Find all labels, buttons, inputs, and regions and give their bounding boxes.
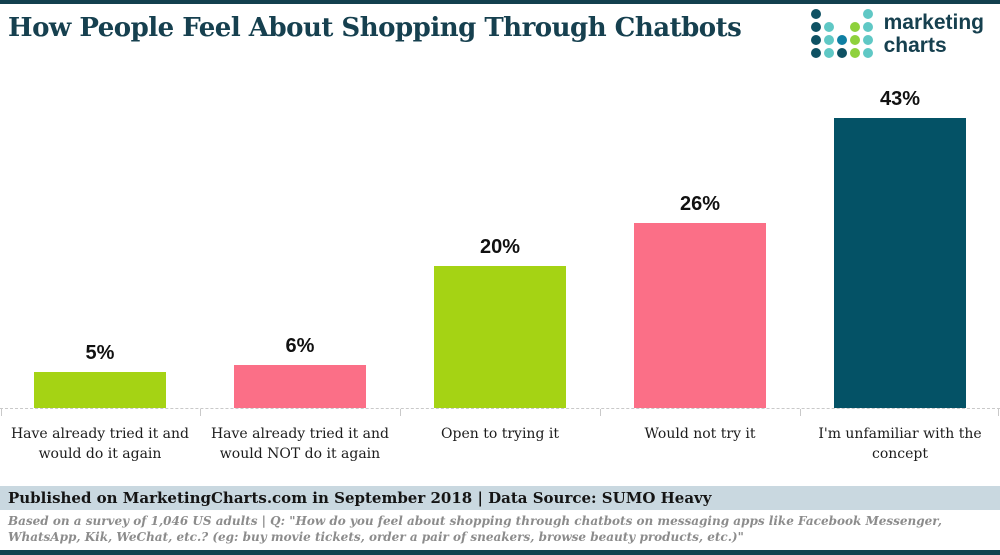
logo-dot — [849, 48, 860, 58]
bar-column: 6% — [200, 88, 400, 408]
logo-dot — [862, 48, 873, 58]
logo-text-line2: charts — [883, 33, 947, 57]
logo-dot — [823, 22, 834, 32]
logo-dot — [836, 35, 847, 45]
category-label-cell: Have already tried it and would do it ag… — [0, 424, 200, 465]
axis-tick — [800, 409, 801, 416]
value-label: 26% — [679, 193, 721, 215]
logo-text: marketing charts — [884, 11, 984, 57]
bar-column: 20% — [400, 88, 600, 408]
logo-dot — [849, 35, 860, 45]
x-axis-baseline — [0, 408, 1000, 416]
category-label: Would not try it — [644, 426, 756, 442]
axis-tick — [400, 409, 401, 416]
logo-dot — [810, 48, 821, 58]
published-banner: Published on MarketingCharts.com in Sept… — [0, 486, 1000, 510]
logo-dot — [810, 9, 821, 19]
bar — [434, 266, 566, 408]
category-label: Have already tried it and would NOT do i… — [210, 426, 390, 463]
logo-dot — [810, 22, 821, 32]
bar-column: 5% — [0, 88, 200, 408]
bar — [234, 365, 366, 408]
category-label-cell: Would not try it — [600, 424, 800, 444]
source-note: Based on a survey of 1,046 US adults | Q… — [8, 514, 942, 544]
logo-dot — [823, 48, 834, 58]
category-label: Have already tried it and would do it ag… — [10, 426, 190, 463]
category-label-cell: Open to trying it — [400, 424, 600, 444]
value-label: 20% — [479, 236, 521, 258]
axis-tick — [600, 409, 601, 416]
logo-dot — [823, 35, 834, 45]
category-labels: Have already tried it and would do it ag… — [0, 424, 1000, 465]
logo-text-line1: marketing — [883, 10, 984, 34]
bar-column: 26% — [600, 88, 800, 408]
bottom-border — [0, 550, 1000, 555]
logo-dots-icon — [810, 9, 873, 58]
logo-dot — [810, 35, 821, 45]
logo-dot — [862, 35, 873, 45]
logo-dot — [862, 9, 873, 19]
value-label: 6% — [285, 335, 315, 357]
category-label: I'm unfamiliar with the concept — [818, 426, 982, 463]
category-label: Open to trying it — [441, 426, 559, 442]
category-label-cell: Have already tried it and would NOT do i… — [200, 424, 400, 465]
axis-tick — [1, 409, 2, 416]
bar — [834, 118, 966, 408]
category-label-cell: I'm unfamiliar with the concept — [800, 424, 1000, 465]
axis-tick — [200, 409, 201, 416]
logo-dot — [836, 48, 847, 58]
logo-dot — [849, 22, 860, 32]
logo-dot — [862, 22, 873, 32]
bar-column: 43% — [800, 88, 1000, 408]
bar — [634, 223, 766, 408]
axis-tick — [998, 409, 999, 416]
marketingcharts-logo: marketing charts — [810, 9, 984, 58]
value-label: 5% — [85, 342, 115, 364]
value-label: 43% — [879, 88, 921, 110]
top-border — [0, 0, 1000, 4]
page-title: How People Feel About Shopping Through C… — [8, 13, 742, 43]
bar — [34, 372, 166, 408]
plot-area: 5% 6% 20% 26% 43% — [0, 88, 1000, 408]
